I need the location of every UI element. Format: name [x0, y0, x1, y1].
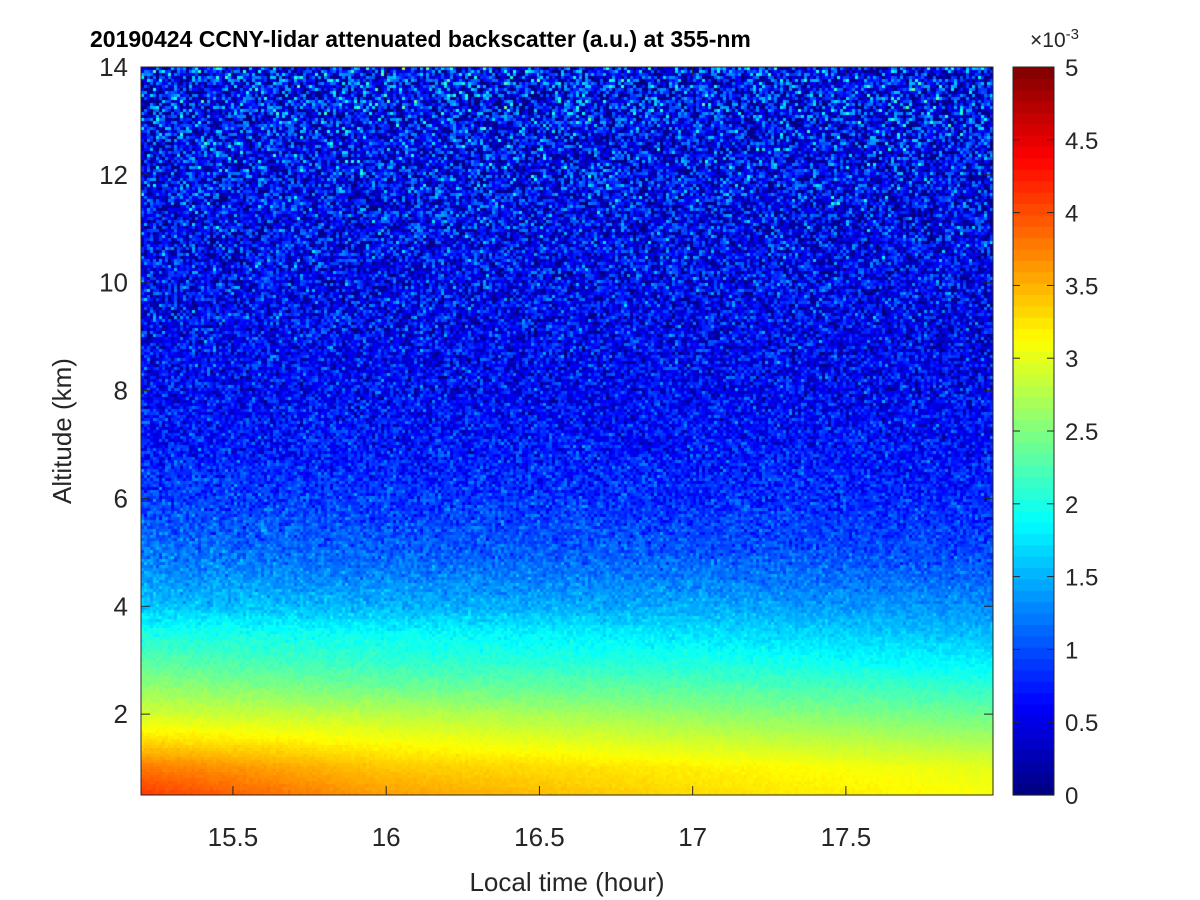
colorbar-swatch — [1013, 772, 1054, 784]
colorbar-swatch — [1013, 306, 1054, 318]
colorbar-swatch — [1013, 135, 1054, 147]
colorbar-swatch — [1013, 397, 1054, 409]
colorbar-swatch — [1013, 522, 1054, 534]
colorbar-swatch — [1013, 670, 1054, 682]
colorbar-swatch — [1013, 169, 1054, 181]
axes-layer: 15.5 16 16.5 17 17.5 2 4 6 8 10 12 14 — [99, 52, 993, 852]
colorbar-swatch — [1013, 113, 1054, 125]
colorbar-swatch — [1013, 533, 1054, 545]
y-tick-label: 12 — [99, 160, 128, 190]
colorbar-tick-label: 1.5 — [1065, 565, 1098, 592]
colorbar-swatch — [1013, 602, 1054, 614]
colorbar-swatch — [1013, 693, 1054, 705]
x-tick-label: 17.5 — [821, 822, 872, 852]
y-tick-label: 6 — [114, 483, 128, 513]
colorbar-swatch — [1013, 363, 1054, 375]
colorbar-swatch — [1013, 340, 1054, 352]
colorbar-swatch — [1013, 659, 1054, 671]
colorbar-swatch — [1013, 78, 1054, 90]
colorbar-swatch — [1013, 420, 1054, 432]
colorbar-swatch — [1013, 272, 1054, 284]
colorbar-swatch — [1013, 181, 1054, 193]
colorbar-tick-label: 5 — [1065, 55, 1078, 82]
colorbar-swatch — [1013, 67, 1054, 79]
colorbar-tick-label: 1 — [1065, 637, 1078, 664]
colorbar-swatch — [1013, 386, 1054, 398]
colorbar-swatch — [1013, 260, 1054, 272]
colorbar-swatch — [1013, 317, 1054, 329]
x-tick-label: 15.5 — [208, 822, 259, 852]
colorbar-swatch — [1013, 101, 1054, 113]
colorbar-tick-label: 3.5 — [1065, 273, 1098, 300]
colorbar-swatch — [1013, 545, 1054, 557]
colorbar-swatch — [1013, 442, 1054, 454]
colorbar-swatch — [1013, 204, 1054, 216]
heatmap-image — [141, 67, 993, 795]
colorbar-swatch — [1013, 761, 1054, 773]
x-axis-label: Local time (hour) — [469, 867, 664, 897]
colorbar-swatch — [1013, 511, 1054, 523]
colorbar-swatch — [1013, 488, 1054, 500]
x-tick-label: 16.5 — [514, 822, 565, 852]
colorbar-swatch — [1013, 590, 1054, 602]
colorbar-swatch — [1013, 374, 1054, 386]
colorbar-swatch — [1013, 477, 1054, 489]
colorbar-swatch — [1013, 784, 1054, 796]
colorbar-swatch — [1013, 738, 1054, 750]
colorbar-tick-label: 4 — [1065, 201, 1078, 228]
colorbar-swatch — [1013, 124, 1054, 136]
x-tick-label: 16 — [372, 822, 401, 852]
colorbar-swatch — [1013, 192, 1054, 204]
colorbar-swatch — [1013, 147, 1054, 159]
colorbar-swatch — [1013, 750, 1054, 762]
colorbar-swatch — [1013, 226, 1054, 238]
colorbar-swatch — [1013, 499, 1054, 511]
colorbar-swatch — [1013, 90, 1054, 102]
y-tick-label: 8 — [114, 376, 128, 406]
colorbar-swatch — [1013, 579, 1054, 591]
colorbar-swatch — [1013, 704, 1054, 716]
colorbar-swatch — [1013, 624, 1054, 636]
colorbar-tick-label: 4.5 — [1065, 128, 1098, 155]
colorbar-tick-label: 2.5 — [1065, 419, 1098, 446]
colorbar-swatch — [1013, 613, 1054, 625]
colorbar-swatch — [1013, 329, 1054, 341]
colorbar-tick-label: 0 — [1065, 783, 1078, 810]
colorbar-swatch — [1013, 715, 1054, 727]
colorbar-swatch — [1013, 568, 1054, 580]
y-axis-label: Altitude (km) — [47, 358, 77, 504]
colorbar-tick-label: 0.5 — [1065, 710, 1098, 737]
colorbar-swatch — [1013, 636, 1054, 648]
colorbar-swatch — [1013, 351, 1054, 363]
colorbar-swatch — [1013, 215, 1054, 227]
colorbar-swatch — [1013, 454, 1054, 466]
colorbar-tick-label: 3 — [1065, 346, 1078, 373]
y-tick-label: 4 — [114, 591, 128, 621]
colorbar-swatch — [1013, 238, 1054, 250]
y-tick-label: 10 — [99, 268, 128, 298]
colorbar-swatch — [1013, 465, 1054, 477]
y-tick-label: 14 — [99, 52, 128, 82]
colorbar-swatch — [1013, 431, 1054, 443]
y-tick-label: 2 — [114, 699, 128, 729]
colorbar-swatch — [1013, 408, 1054, 420]
x-tick-label: 17 — [678, 822, 707, 852]
colorbar-swatch — [1013, 727, 1054, 739]
colorbar-swatch — [1013, 681, 1054, 693]
colorbar-layer: 0 0.5 1 1.5 2 2.5 3 3.5 4 4.5 5 — [1013, 55, 1098, 810]
colorbar-swatch — [1013, 249, 1054, 261]
colorbar-swatch — [1013, 556, 1054, 568]
colorbar-swatch — [1013, 295, 1054, 307]
colorbar-swatch — [1013, 158, 1054, 170]
colorbar-tick-label: 2 — [1065, 492, 1078, 519]
